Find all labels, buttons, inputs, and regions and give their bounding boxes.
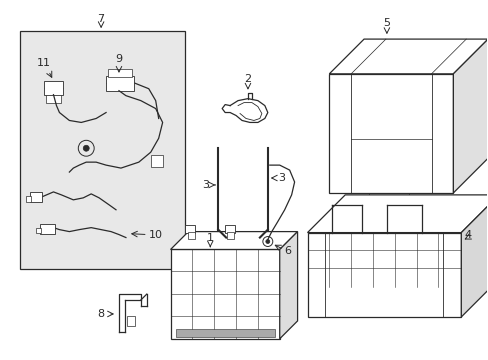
Bar (45, 95, 61, 103)
Text: 10: 10 (148, 230, 163, 239)
Bar (26, 196, 31, 202)
Bar (36, 228, 41, 233)
Polygon shape (307, 195, 488, 233)
Bar (30, 192, 41, 202)
Bar (106, 76, 134, 91)
Bar (307, 233, 460, 317)
Bar (43, 81, 63, 95)
Bar (40, 224, 55, 234)
Bar (226, 231, 234, 239)
Text: 5: 5 (383, 18, 389, 28)
Bar (185, 225, 195, 233)
Polygon shape (452, 39, 487, 193)
Text: 2: 2 (244, 74, 251, 84)
Text: 3: 3 (278, 173, 285, 183)
Bar (188, 231, 195, 239)
Text: 8: 8 (97, 309, 104, 319)
Polygon shape (170, 231, 297, 249)
Bar (150, 155, 163, 167)
Bar (108, 69, 132, 77)
Text: 6: 6 (284, 247, 290, 256)
Text: 3: 3 (202, 180, 208, 190)
Bar (20, 31, 185, 269)
Bar (127, 316, 135, 326)
Text: 1: 1 (206, 233, 213, 243)
Text: 4: 4 (464, 230, 471, 239)
Polygon shape (279, 231, 297, 339)
Polygon shape (328, 39, 487, 74)
Bar (175, 329, 274, 337)
Bar (224, 225, 235, 233)
Text: 11: 11 (37, 58, 50, 68)
Text: 7: 7 (97, 14, 104, 24)
Text: 9: 9 (115, 54, 122, 64)
Polygon shape (460, 195, 488, 317)
Bar (170, 249, 279, 339)
Circle shape (265, 239, 269, 243)
Bar (328, 74, 452, 193)
Circle shape (83, 145, 89, 151)
